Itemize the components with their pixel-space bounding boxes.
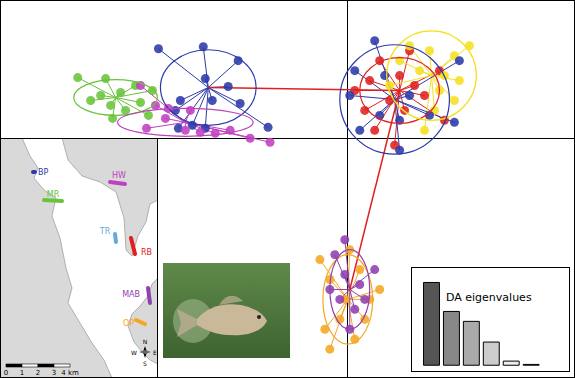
svg-text:S: S [143, 360, 147, 367]
svg-text:N: N [143, 338, 148, 345]
svg-text:HW: HW [112, 171, 126, 180]
svg-text:1: 1 [20, 369, 24, 377]
svg-text:2: 2 [36, 369, 40, 377]
svg-text:BP: BP [38, 168, 48, 177]
svg-text:OP: OP [123, 319, 134, 328]
svg-text:DA eigenvalues: DA eigenvalues [446, 291, 532, 304]
svg-text:0: 0 [4, 369, 8, 377]
svg-text:E: E [153, 349, 157, 356]
svg-text:RB: RB [141, 248, 152, 257]
svg-text:MAB: MAB [122, 290, 140, 299]
svg-text:3: 3 [52, 369, 56, 377]
svg-text:TR: TR [99, 227, 111, 236]
svg-text:4 km: 4 km [61, 369, 79, 377]
svg-text:MR: MR [47, 190, 60, 199]
svg-text:W: W [131, 349, 137, 356]
